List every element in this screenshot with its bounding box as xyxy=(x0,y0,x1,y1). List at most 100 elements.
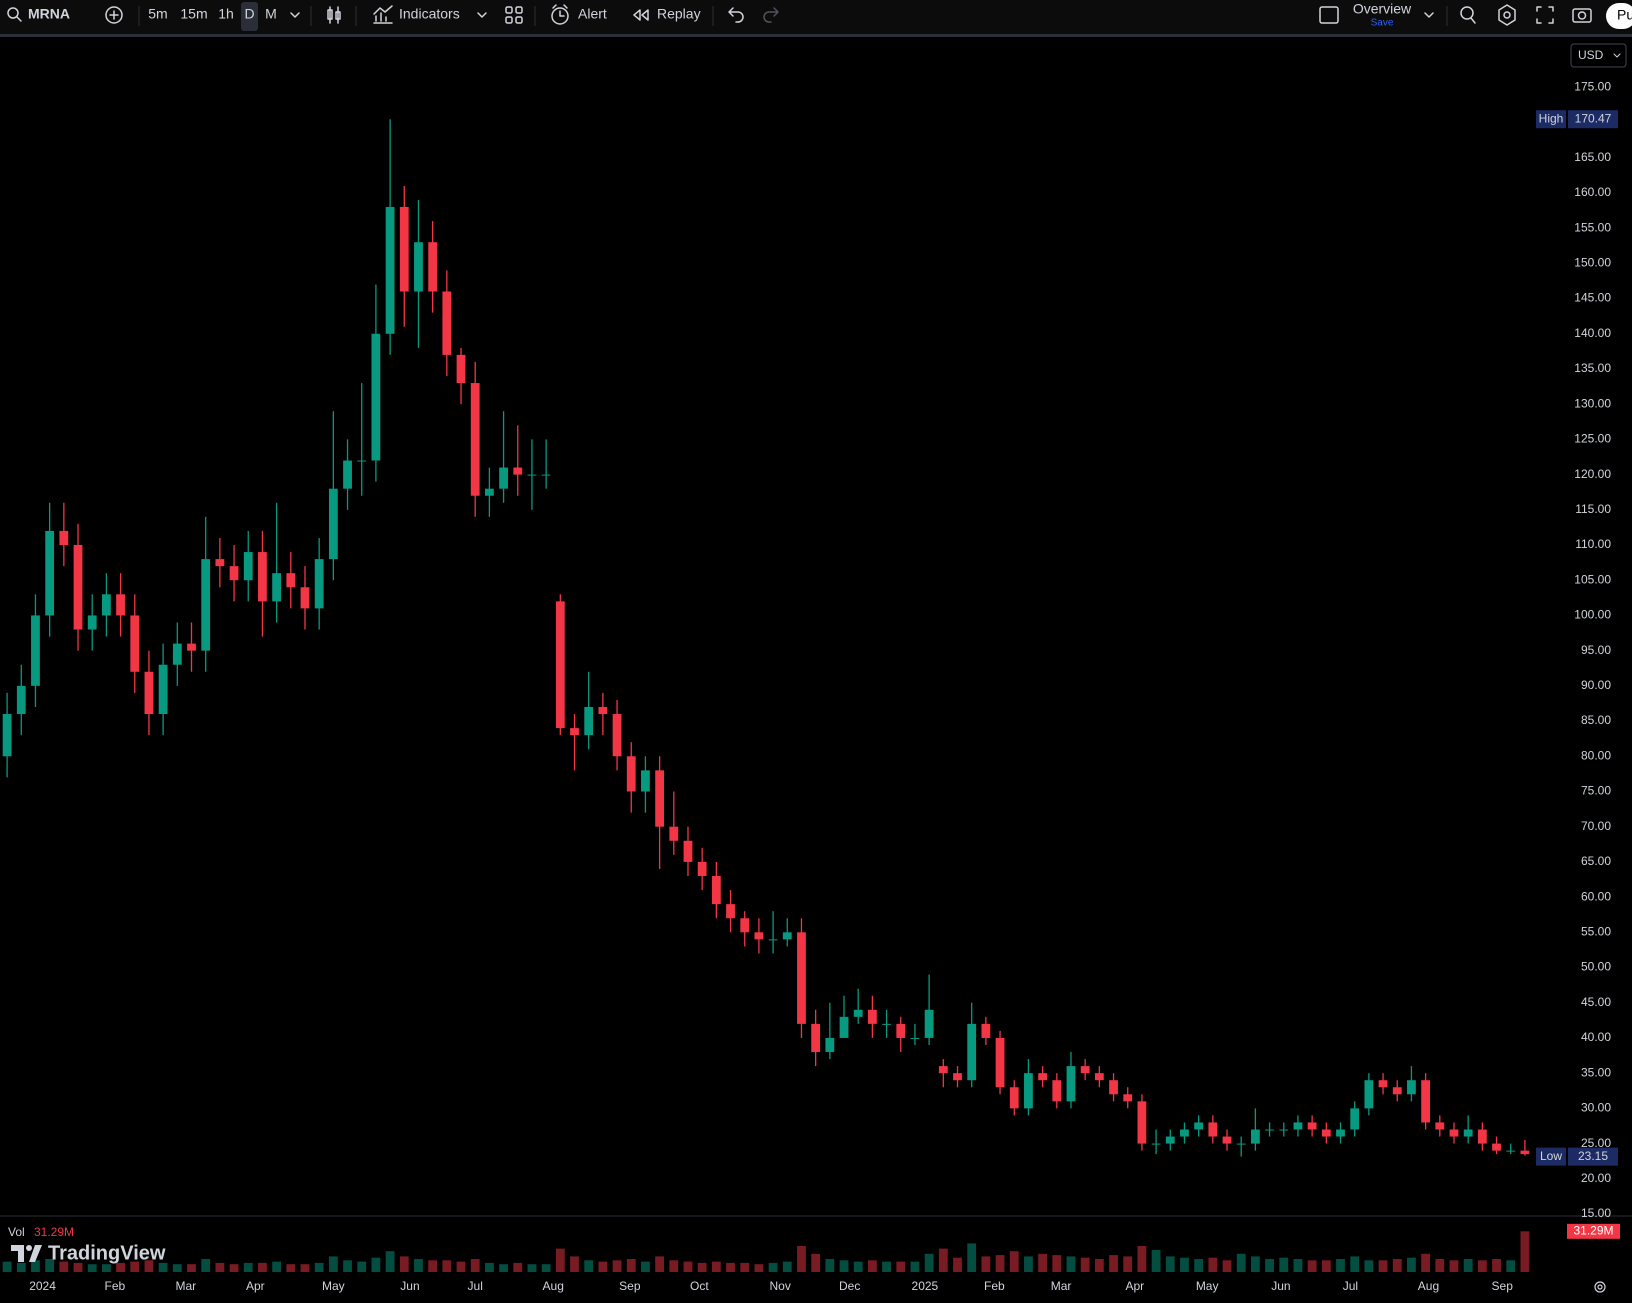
chevron xyxy=(1613,53,1621,58)
volume-bar xyxy=(867,1260,877,1272)
axis-settings[interactable] xyxy=(1594,1281,1606,1293)
candle-body xyxy=(1109,1080,1118,1095)
replay-button[interactable]: Replay xyxy=(633,6,701,22)
candle-body xyxy=(470,383,480,496)
volume-bar xyxy=(768,1262,778,1272)
quick-search-button[interactable] xyxy=(1460,6,1476,24)
indicators-button[interactable]: Indicators xyxy=(373,5,487,24)
y-tick-label: 95.00 xyxy=(1581,643,1611,657)
snapshot-button[interactable] xyxy=(1572,8,1592,23)
settings-button[interactable] xyxy=(1498,4,1516,26)
currency-selector[interactable]: USD xyxy=(1570,43,1627,68)
candle-body xyxy=(527,474,537,476)
volume-bar xyxy=(2,1261,12,1272)
candle-body xyxy=(641,770,650,792)
search-icon xyxy=(16,16,22,22)
candle-body xyxy=(158,664,168,715)
candle-body xyxy=(45,530,55,616)
y-tick-label: 125.00 xyxy=(1574,432,1611,446)
candle-body xyxy=(1222,1136,1232,1144)
candle-body xyxy=(1080,1066,1090,1074)
y-tick-label: 160.00 xyxy=(1574,185,1611,199)
y-tick-label: 155.00 xyxy=(1574,220,1611,234)
volume-bar xyxy=(286,1264,296,1272)
volume-bar xyxy=(1250,1256,1260,1272)
volume-bar xyxy=(1180,1257,1189,1272)
watermark-logo: TradingView xyxy=(11,1242,166,1264)
candle-body xyxy=(711,875,721,905)
alert-icon xyxy=(551,7,569,25)
candle-body xyxy=(272,573,282,602)
watermark: TradingView xyxy=(48,1242,166,1264)
x-tick-label: Oct xyxy=(690,1279,709,1293)
undo-button[interactable] xyxy=(728,7,744,23)
layout-icon xyxy=(1319,6,1339,24)
volume-bar xyxy=(740,1262,750,1272)
volume-legend-name: Vol xyxy=(8,1225,25,1239)
volume-bar xyxy=(201,1259,211,1272)
layout-name[interactable]: Overview xyxy=(1353,1,1412,17)
candle-body xyxy=(1279,1129,1289,1131)
symbol-search[interactable]: MRNA xyxy=(7,6,70,22)
interval-menu[interactable] xyxy=(290,12,300,18)
indicators-label[interactable]: Indicators xyxy=(399,6,460,22)
currency[interactable]: USD xyxy=(1578,48,1604,62)
volume-bar xyxy=(853,1261,863,1272)
compare-button[interactable] xyxy=(105,6,123,24)
volume-bar xyxy=(1435,1259,1445,1272)
candle-body xyxy=(896,1023,906,1038)
candle-body xyxy=(187,643,196,651)
interval[interactable]: D xyxy=(244,6,254,22)
candle-body xyxy=(1435,1122,1445,1130)
interval[interactable]: M xyxy=(265,6,277,22)
marker-label: Low xyxy=(1540,1149,1562,1163)
candle-body xyxy=(1024,1073,1033,1109)
volume-bar xyxy=(1506,1260,1516,1272)
candle-body xyxy=(73,545,83,630)
replay-label[interactable]: Replay xyxy=(657,6,701,22)
redo-button[interactable] xyxy=(763,7,779,23)
interval[interactable]: 15m xyxy=(180,6,207,22)
candle-body xyxy=(1137,1101,1147,1144)
interval[interactable]: 1h xyxy=(218,6,234,22)
replay-icon xyxy=(633,9,649,21)
x-tick-label: Aug xyxy=(543,1279,564,1293)
volume-bar xyxy=(797,1246,806,1272)
volume-bar xyxy=(484,1262,494,1272)
volume-bar xyxy=(669,1260,679,1272)
publish-button[interactable]: Pu xyxy=(1606,3,1632,29)
volume-bar xyxy=(45,1259,55,1272)
symbol[interactable]: MRNA xyxy=(28,6,70,22)
toolbar: MRNA 5m 15m 1h D M Indicators xyxy=(0,0,1632,37)
volume-bar xyxy=(839,1260,849,1272)
x-tick-label: Nov xyxy=(770,1279,791,1293)
candle-body xyxy=(314,559,324,609)
volume-bar xyxy=(726,1262,735,1272)
interval[interactable]: 5m xyxy=(148,6,167,22)
templates-button[interactable] xyxy=(505,6,523,24)
volume-bar xyxy=(541,1264,551,1272)
candle-body xyxy=(1520,1150,1530,1155)
layout-button[interactable]: Overview Save xyxy=(1319,1,1434,29)
candle-body xyxy=(456,354,466,384)
y-tick-label: 25.00 xyxy=(1581,1136,1611,1150)
candle-body xyxy=(1236,1143,1246,1145)
layout-status: Save xyxy=(1371,18,1394,29)
candle-body xyxy=(1463,1129,1473,1137)
volume-bar xyxy=(1307,1260,1317,1272)
candle-body xyxy=(258,552,267,602)
fullscreen-button[interactable] xyxy=(1536,6,1554,24)
y-tick-label: 15.00 xyxy=(1581,1206,1611,1220)
publish-label[interactable]: Pu xyxy=(1617,7,1632,23)
y-tick-label: 20.00 xyxy=(1581,1171,1611,1185)
alert-button[interactable]: Alert xyxy=(551,4,607,25)
x-tick-label: Jul xyxy=(1343,1279,1358,1293)
volume-bar xyxy=(1009,1251,1019,1272)
volume-bar xyxy=(1378,1260,1388,1272)
alert-label[interactable]: Alert xyxy=(578,6,607,22)
y-tick-label: 45.00 xyxy=(1581,995,1611,1009)
candle-body xyxy=(343,460,352,489)
chart-type-button[interactable] xyxy=(327,6,341,24)
x-tick-label: Mar xyxy=(175,1279,196,1293)
x-tick-label: 2024 xyxy=(29,1279,56,1293)
